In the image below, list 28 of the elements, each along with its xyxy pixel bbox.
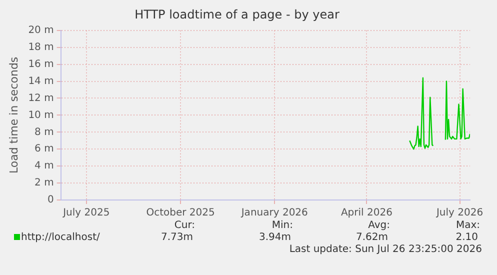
text: 7.62m xyxy=(356,232,388,243)
x-tick-label: October 2025 xyxy=(146,208,215,219)
y-tick-label: 18 m xyxy=(28,42,54,53)
y-tick-label: 6 m xyxy=(34,144,54,155)
y-tick-label: 16 m xyxy=(28,58,54,70)
x-tick-label: January 2026 xyxy=(240,208,308,219)
text: 7.73m xyxy=(160,232,193,243)
y-tick-label: 10 m xyxy=(28,110,54,121)
y-tick-label: 4 m xyxy=(34,160,54,172)
text: Cur: xyxy=(174,220,195,231)
text: Min: xyxy=(272,220,293,231)
text: Last update: Sun Jul 26 23:25:00 2026 xyxy=(289,244,482,255)
y-tick-label: 14 m xyxy=(28,76,54,87)
y-tick-label: 2 m xyxy=(34,178,54,189)
legend-label: http://localhost/ xyxy=(20,232,100,243)
chart-title: HTTP loadtime of a page - by year xyxy=(134,7,340,22)
text: Max: xyxy=(456,220,480,231)
y-tick-label: 8 m xyxy=(34,126,54,138)
y-tick-label: 20 m xyxy=(28,24,54,36)
text: 3.94m xyxy=(258,232,291,243)
x-tick-label: July 2025 xyxy=(62,208,110,219)
x-tick-label: April 2026 xyxy=(340,208,392,219)
x-tick-label: July 2026 xyxy=(435,208,484,219)
text: 2.10 xyxy=(456,232,478,243)
y-tick-label: 12 m xyxy=(28,92,54,104)
y-tick-label: 0 xyxy=(47,194,54,206)
y-axis-title: Load time in seconds xyxy=(7,56,20,174)
text: Avg: xyxy=(368,220,390,231)
